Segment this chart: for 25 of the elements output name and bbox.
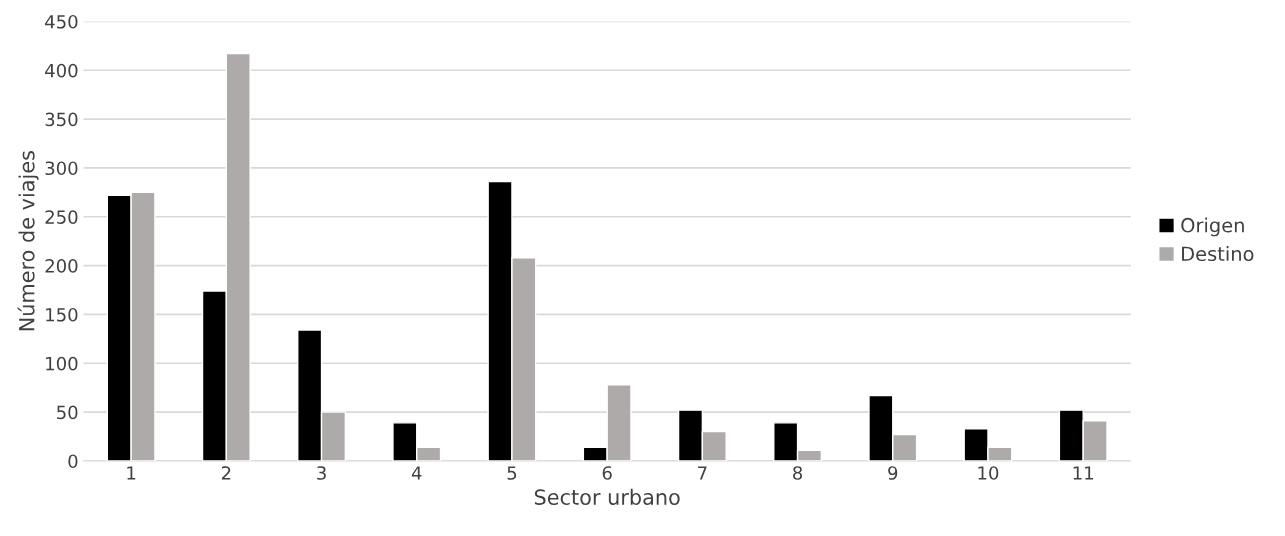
y-tick-label: 50 [57, 405, 78, 420]
y-axis-title: Número de viajes [17, 151, 39, 331]
y-tick-label: 150 [46, 307, 78, 322]
x-tick-label: 3 [317, 466, 326, 480]
x-tick-label: 4 [411, 466, 422, 480]
y-tick-label: 100 [46, 356, 78, 371]
y-tick-label: 0 [68, 454, 78, 469]
y-tick-label: 450 [45, 14, 78, 29]
legend-label: Origen [1181, 217, 1244, 237]
y-tick-label: 250 [45, 210, 78, 224]
x-tick-label: 11 [1073, 466, 1094, 480]
x-tick-label: 6 [602, 466, 612, 480]
x-tick-label: 2 [221, 466, 231, 480]
x-tick-label: 8 [793, 466, 803, 480]
x-axis-title: Sector urbano [534, 488, 680, 505]
y-tick-label: 350 [45, 112, 78, 127]
legend-label: Destino [1182, 246, 1254, 262]
x-tick-label: 5 [507, 466, 517, 480]
y-tick-label: 200 [45, 259, 78, 273]
x-tick-label: 9 [888, 466, 898, 480]
x-tick-label: 1 [127, 466, 136, 480]
x-tick-label: 10 [978, 466, 999, 480]
y-tick-label: 400 [45, 63, 78, 78]
y-tick-label: 300 [45, 161, 78, 176]
x-tick-label: 7 [698, 466, 707, 480]
